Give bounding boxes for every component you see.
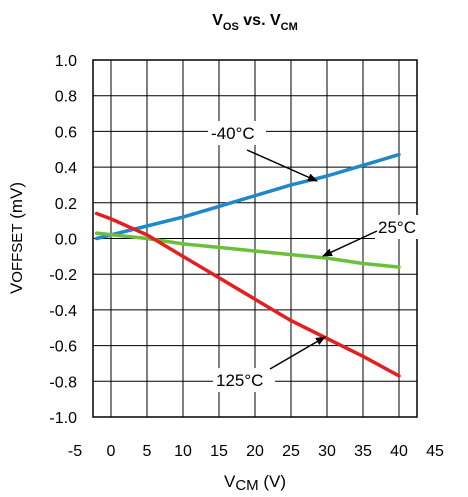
ylabel-sub: OFFSET xyxy=(9,224,26,283)
x-tick-label: 0 xyxy=(107,443,116,460)
annotation-label-25: 25°C xyxy=(378,218,416,237)
x-axis-label: VCM (V) xyxy=(224,472,286,494)
x-tick-label: 20 xyxy=(246,443,264,460)
series-line-0 xyxy=(94,152,401,241)
annotation-bg-125 xyxy=(213,368,275,392)
y-tick-label: 0.6 xyxy=(55,124,77,141)
y-tick-label: 0.4 xyxy=(55,160,77,177)
y-tick-label: 0.2 xyxy=(55,196,77,213)
xlabel-sub: CM xyxy=(235,477,258,494)
x-tick-label: 15 xyxy=(210,443,228,460)
x-tick-labels: -5 0 5 10 15 20 25 30 35 40 45 xyxy=(68,443,444,460)
ylabel-main: V xyxy=(7,282,26,294)
x-tick-label: 45 xyxy=(426,443,444,460)
annotation-arrow-125 xyxy=(269,336,326,370)
annotation-bg-25 xyxy=(375,215,425,239)
x-tick-label: 40 xyxy=(390,443,408,460)
annotation-label-neg40: -40°C xyxy=(211,124,255,143)
xlabel-main: V xyxy=(224,472,236,491)
y-tick-label: 0.0 xyxy=(55,232,77,249)
y-tick-label: 0.8 xyxy=(55,89,77,106)
x-tick-label: 35 xyxy=(354,443,372,460)
y-tick-label: 1.0 xyxy=(55,53,77,70)
y-axis-label: VOFFSET (mV) xyxy=(7,182,26,294)
xlabel-unit: (V) xyxy=(259,472,286,491)
x-tick-label: 30 xyxy=(318,443,336,460)
annotation-label-125: 125°C xyxy=(216,371,263,390)
annotation-arrow-neg40 xyxy=(246,149,318,182)
series-line-2 xyxy=(94,211,401,378)
y-tick-labels: 1.0 0.8 0.6 0.4 0.2 0.0 -0.2 -0.4 -0.6 -0.8 -1.0 xyxy=(49,53,77,427)
title-sub2: CM xyxy=(281,21,298,33)
y-tick-label: -0.8 xyxy=(49,374,77,391)
x-tick-label: 10 xyxy=(174,443,192,460)
x-tick-label: 5 xyxy=(143,443,152,460)
series-layer xyxy=(94,152,401,378)
chart-title: VOS vs. VCM xyxy=(212,12,298,33)
ylabel-unit: (mV) xyxy=(7,182,26,224)
annotation-arrow-25 xyxy=(322,230,378,257)
title-mid: vs. V xyxy=(239,12,281,29)
y-tick-label: -0.4 xyxy=(49,303,77,320)
x-tick-label: -5 xyxy=(68,443,82,460)
annotations: -40°C 25°C 125°C xyxy=(208,121,425,392)
y-tick-label: -1.0 xyxy=(49,410,77,427)
y-tick-label: -0.2 xyxy=(49,267,77,284)
annotation-bg-neg40 xyxy=(208,121,266,145)
title-main: V xyxy=(212,12,223,29)
x-tick-label: 25 xyxy=(282,443,300,460)
y-tick-label: -0.6 xyxy=(49,339,77,356)
title-sub1: OS xyxy=(223,21,239,33)
